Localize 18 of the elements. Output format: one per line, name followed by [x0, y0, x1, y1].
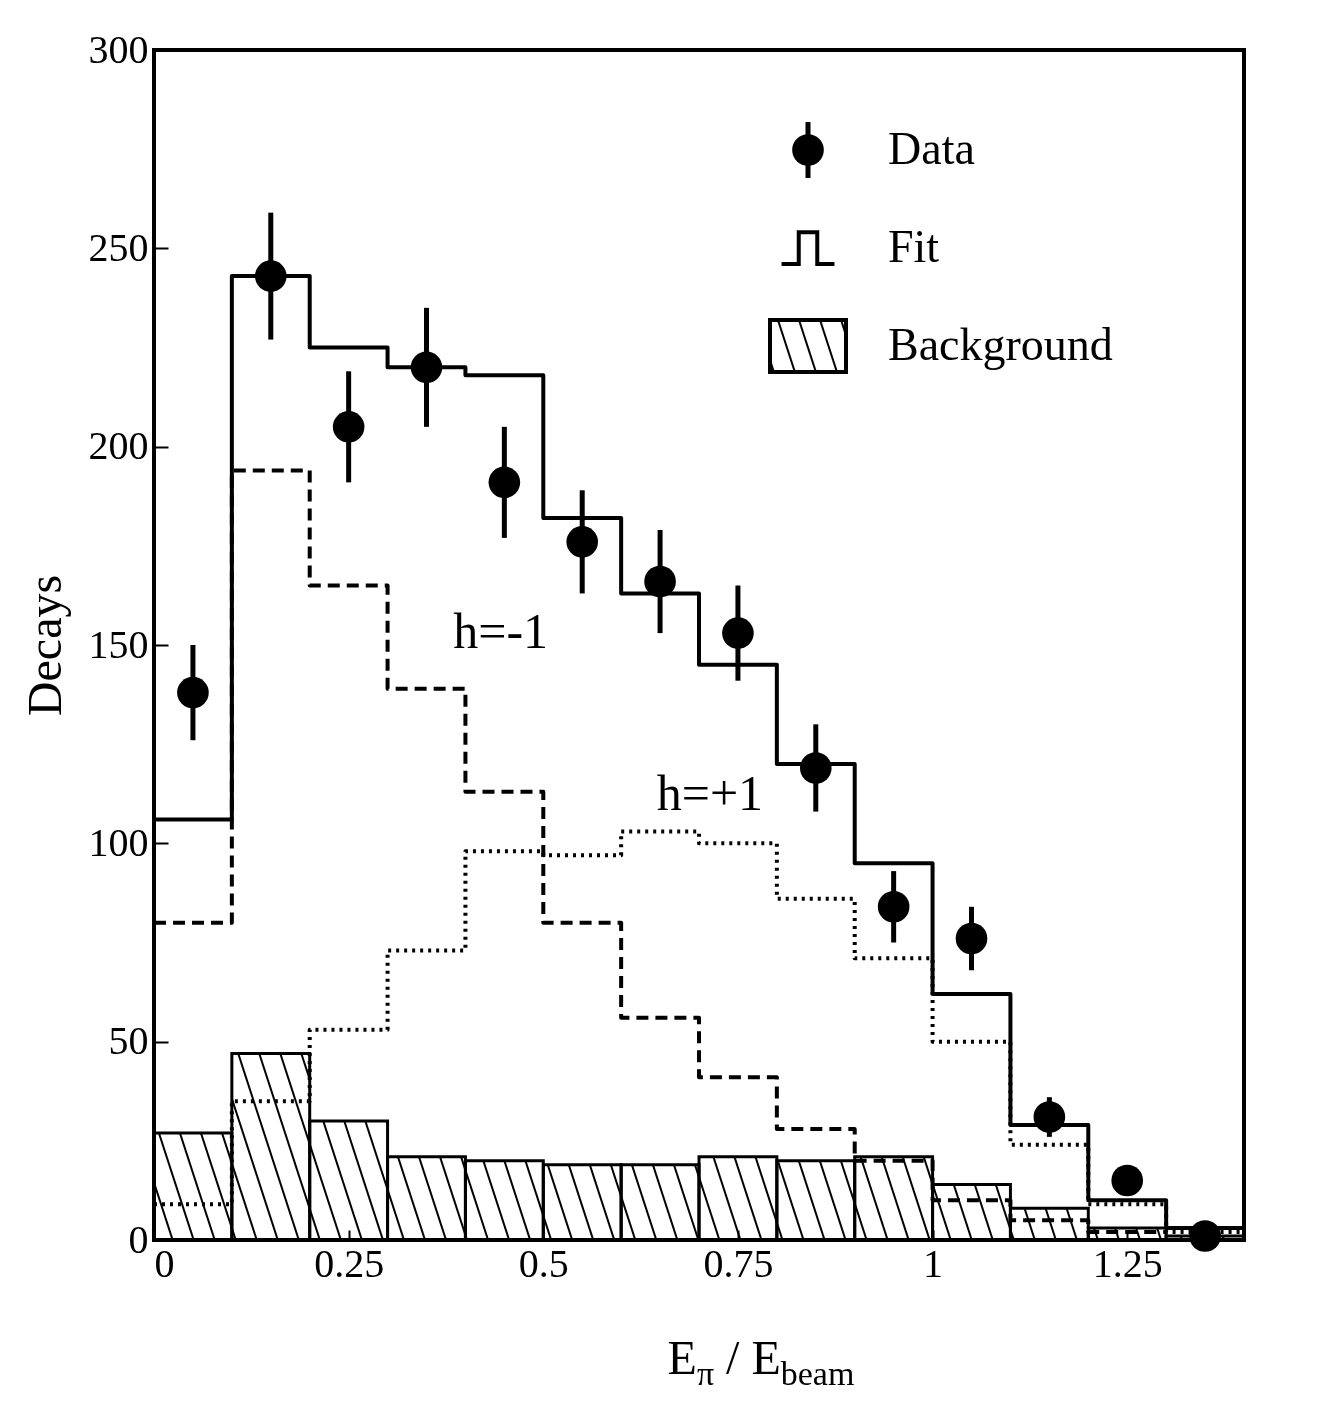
y-tick-label: 250: [88, 224, 149, 270]
y-tick-label: 300: [88, 26, 149, 72]
legend-label: Background: [888, 319, 1113, 370]
legend-label: Data: [888, 123, 975, 174]
y-tick-label: 150: [88, 621, 149, 667]
annotation: h=-1: [453, 603, 549, 660]
x-tick-label: 0.75: [703, 1240, 774, 1286]
y-tick-label: 100: [88, 819, 149, 865]
x-tick-label: 0.25: [314, 1240, 385, 1286]
x-tick-label: 1.25: [1092, 1240, 1163, 1286]
x-tick-label: 1: [923, 1240, 944, 1286]
x-tick-label: 0.5: [518, 1240, 569, 1286]
x-axis-title: E$_{π}$ / E$_{beam}$: [666, 1330, 856, 1393]
y-tick-label: 200: [88, 423, 149, 469]
y-axis-title: Decays: [17, 574, 71, 717]
y-tick-label: 50: [108, 1018, 149, 1064]
annotation: h=+1: [656, 764, 764, 821]
legend-label: Fit: [888, 221, 940, 272]
